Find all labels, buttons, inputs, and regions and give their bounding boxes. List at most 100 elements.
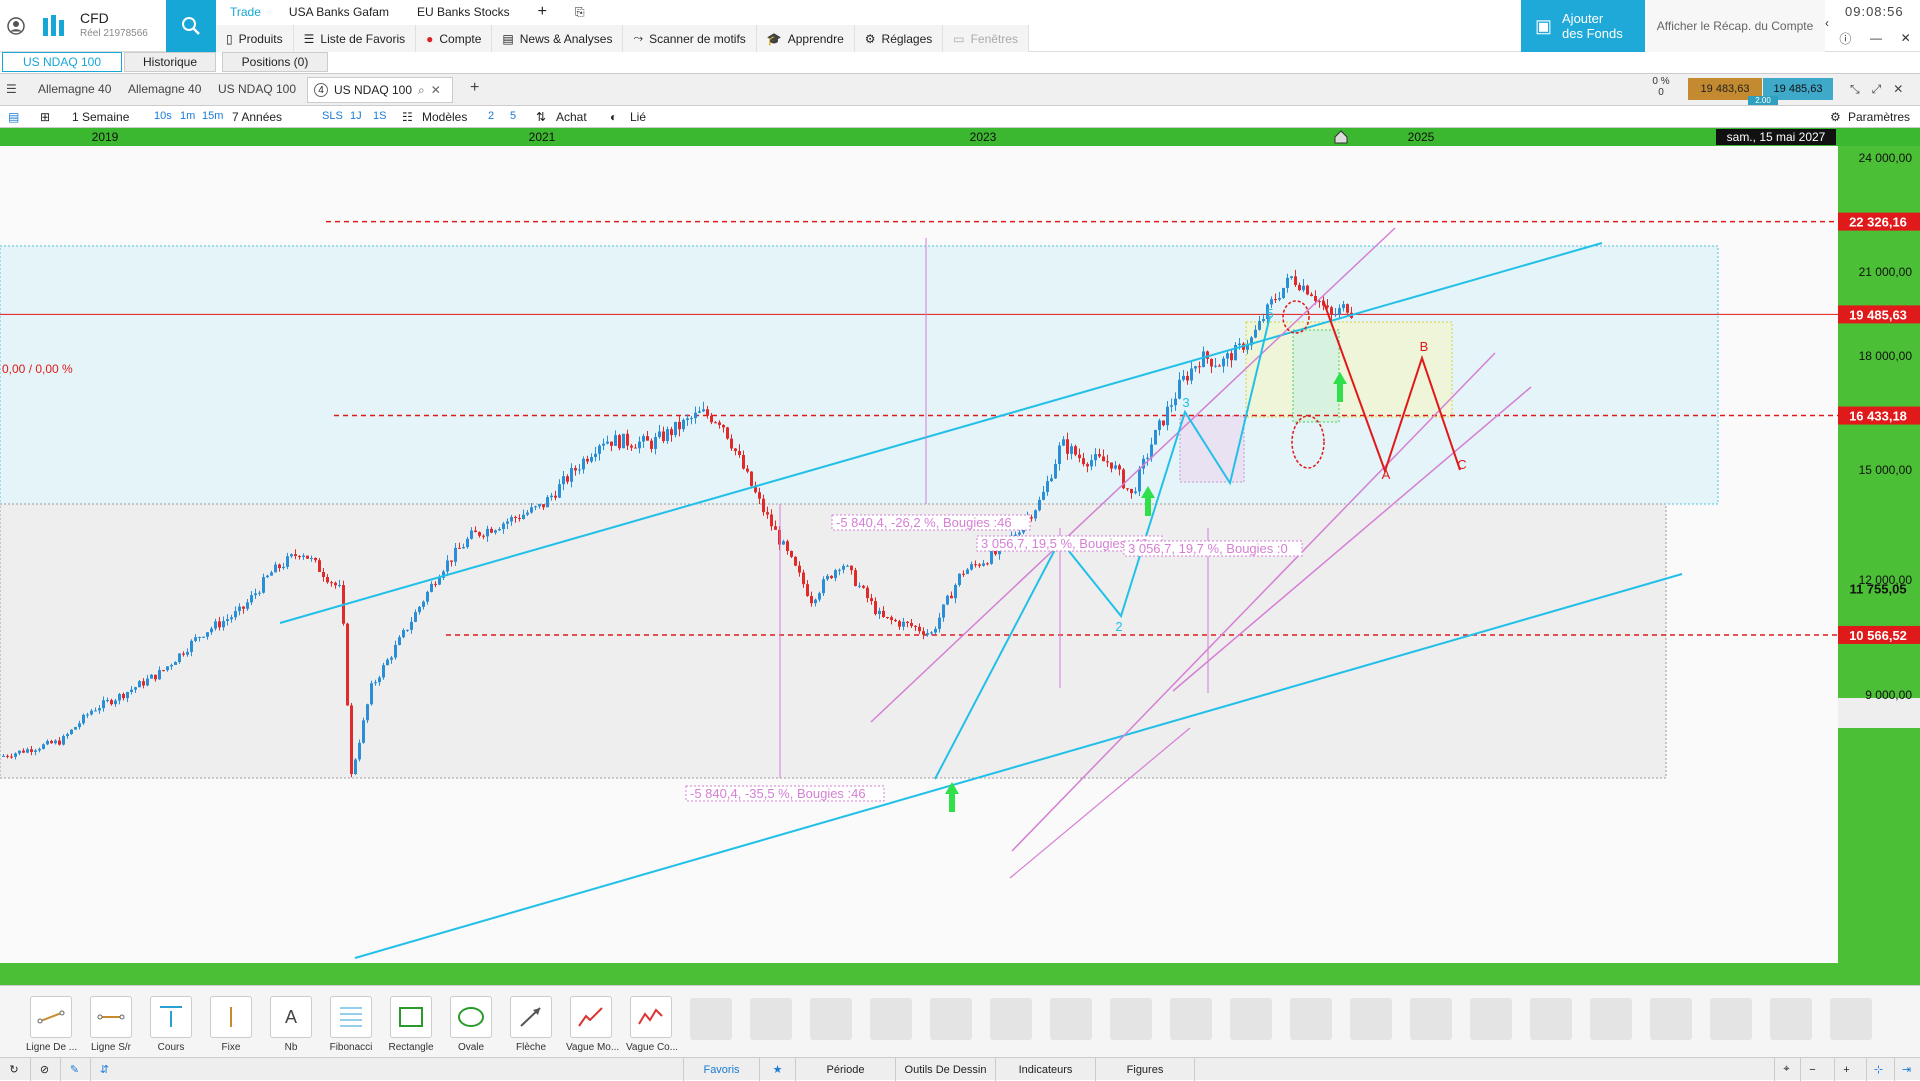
params-button[interactable]: Paramètres bbox=[1848, 110, 1911, 124]
menu-scanner[interactable]: ⤳ Scanner de motifs bbox=[623, 25, 757, 52]
empty-tool-slot[interactable] bbox=[810, 998, 852, 1040]
tab-periode[interactable]: Période bbox=[795, 1058, 895, 1081]
empty-tool-slot[interactable] bbox=[690, 998, 732, 1040]
empty-tool-slot[interactable] bbox=[1050, 998, 1092, 1040]
user-icon[interactable] bbox=[0, 0, 32, 52]
maximize-icon[interactable]: ⤢ bbox=[1871, 82, 1882, 96]
tool-ovale[interactable]: Ovale bbox=[446, 996, 496, 1053]
empty-tool-slot[interactable] bbox=[1830, 998, 1872, 1040]
tool-rectangle[interactable]: Rectangle bbox=[386, 996, 436, 1053]
active-instrument-tab[interactable]: 4 US NDAQ 100 ⌕ ✕ bbox=[307, 77, 453, 103]
sls-button[interactable]: SLS bbox=[322, 110, 343, 122]
tab-us-ndaq[interactable]: US NDAQ 100 bbox=[2, 52, 122, 72]
grid-icon[interactable]: ⊞ bbox=[40, 110, 51, 124]
tab-favoris[interactable]: Favoris bbox=[683, 1058, 759, 1081]
empty-tool-slot[interactable] bbox=[1770, 998, 1812, 1040]
tool-trendline[interactable]: Ligne De ... bbox=[26, 996, 77, 1053]
empty-tool-slot[interactable] bbox=[1230, 998, 1272, 1040]
tab-indicateurs[interactable]: Indicateurs bbox=[995, 1058, 1095, 1081]
models-button[interactable]: Modèles bbox=[422, 110, 468, 124]
models-icon[interactable]: ☷ bbox=[402, 110, 413, 124]
close-icon[interactable]: ✕ bbox=[430, 83, 441, 97]
instrument-tab[interactable]: Allemagne 40 bbox=[38, 82, 112, 96]
linked-button[interactable]: Lié bbox=[630, 110, 647, 124]
pencil-icon[interactable]: ✎ bbox=[60, 1058, 88, 1081]
info-icon[interactable]: ⓘ bbox=[1839, 31, 1852, 46]
empty-tool-slot[interactable] bbox=[990, 998, 1032, 1040]
minimize-icon[interactable]: — bbox=[1869, 31, 1882, 45]
range-select[interactable]: 7 Années bbox=[232, 110, 283, 124]
counter-5[interactable]: 5 bbox=[510, 110, 517, 122]
tool-cours[interactable]: Cours bbox=[146, 996, 196, 1053]
tool-sr-line[interactable]: Ligne S/r bbox=[86, 996, 136, 1053]
scroll-end-icon[interactable]: ⇥ bbox=[1894, 1058, 1918, 1081]
sell-price-button[interactable]: 19 483,63 bbox=[1688, 78, 1762, 100]
close-icon[interactable]: ✕ bbox=[1900, 31, 1911, 45]
account-recap-button[interactable]: Afficher le Récap. du Compte bbox=[1645, 0, 1825, 52]
buy-price-button[interactable]: 19 485,63 bbox=[1763, 78, 1833, 100]
empty-tool-slot[interactable] bbox=[1470, 998, 1512, 1040]
tool-wave-corrective[interactable]: Vague Co... bbox=[626, 996, 678, 1053]
search-icon[interactable]: ⌕ bbox=[418, 82, 425, 97]
empty-tool-slot[interactable] bbox=[1530, 998, 1572, 1040]
tab-historique[interactable]: Historique bbox=[124, 52, 216, 72]
price-chart[interactable]: 2019 2021 2023 2025 sam., 15 mai 2027 24… bbox=[0, 128, 1920, 985]
empty-tool-slot[interactable] bbox=[1410, 998, 1452, 1040]
crosshair-icon[interactable]: ⌖ bbox=[1774, 1058, 1798, 1081]
add-tab-icon[interactable]: + bbox=[537, 3, 547, 20]
instrument-tab[interactable]: Allemagne 40 bbox=[128, 82, 202, 96]
empty-tool-slot[interactable] bbox=[1590, 998, 1632, 1040]
tab-outils[interactable]: Outils De Dessin bbox=[895, 1058, 995, 1081]
fit-icon[interactable]: ⊹ bbox=[1866, 1058, 1890, 1081]
close-icon[interactable]: ✕ bbox=[1893, 82, 1904, 96]
zoom-in-icon[interactable]: + bbox=[1834, 1058, 1858, 1081]
menu-apprendre[interactable]: 🎓 Apprendre bbox=[756, 25, 855, 52]
refresh-icon[interactable]: ↻ bbox=[9, 1064, 19, 1076]
menu-reglages[interactable]: ⚙ Réglages bbox=[854, 25, 944, 52]
search-button[interactable] bbox=[166, 0, 216, 52]
tool-fixe[interactable]: Fixe bbox=[206, 996, 256, 1053]
empty-tool-slot[interactable] bbox=[1350, 998, 1392, 1040]
empty-tool-slot[interactable] bbox=[1710, 998, 1752, 1040]
zoom-out-icon[interactable]: − bbox=[1800, 1058, 1824, 1081]
add-funds-button[interactable]: ▣ Ajouter des Fonds bbox=[1521, 0, 1645, 52]
empty-tool-slot[interactable] bbox=[1650, 998, 1692, 1040]
empty-tool-slot[interactable] bbox=[1170, 998, 1212, 1040]
menu-produits[interactable]: ▯ Produits bbox=[216, 25, 294, 52]
timeframe-15m[interactable]: 15m bbox=[202, 110, 224, 122]
empty-tool-slot[interactable] bbox=[1290, 998, 1332, 1040]
tab-eu-banks-stocks[interactable]: EU Banks Stocks bbox=[416, 5, 510, 19]
buy-button[interactable]: Achat bbox=[556, 110, 587, 124]
menu-news[interactable]: ▤ News & Analyses bbox=[492, 25, 624, 52]
tab-usa-banks-gafam[interactable]: USA Banks Gafam bbox=[288, 5, 389, 19]
tool-wave-motive[interactable]: Vague Mo... bbox=[566, 996, 619, 1053]
tool-fleche[interactable]: Flèche bbox=[506, 996, 556, 1053]
period-select[interactable]: 1 Semaine bbox=[72, 110, 130, 124]
counter-2[interactable]: 2 bbox=[488, 110, 495, 122]
gear-icon[interactable]: ⚙ bbox=[1830, 110, 1841, 124]
timeframe-1s[interactable]: 1S bbox=[373, 110, 387, 122]
timeframe-1j[interactable]: 1J bbox=[350, 110, 362, 122]
empty-tool-slot[interactable] bbox=[930, 998, 972, 1040]
tab-figures[interactable]: Figures bbox=[1095, 1058, 1195, 1081]
timeframe-1m[interactable]: 1m bbox=[180, 110, 196, 122]
layout-icon[interactable]: ▤ bbox=[8, 110, 20, 124]
menu-fenetres[interactable]: ▭ Fenêtres bbox=[943, 25, 1029, 52]
empty-tool-slot[interactable] bbox=[1110, 998, 1152, 1040]
tab-positions[interactable]: Positions (0) bbox=[222, 52, 328, 72]
clear-icon[interactable]: ⊘ bbox=[30, 1058, 58, 1081]
magnet-icon[interactable]: ⇵ bbox=[90, 1058, 118, 1081]
menu-compte[interactable]: ● Compte bbox=[416, 25, 493, 52]
tool-fibonacci[interactable]: Fibonacci bbox=[326, 996, 376, 1053]
pin-icon[interactable]: ⎘ bbox=[575, 4, 585, 19]
menu-icon[interactable]: ☰ bbox=[6, 82, 17, 96]
collapse-icon[interactable]: ⤡ bbox=[1850, 82, 1860, 96]
empty-tool-slot[interactable] bbox=[870, 998, 912, 1040]
empty-tool-slot[interactable] bbox=[750, 998, 792, 1040]
tab-trade[interactable]: Trade bbox=[230, 5, 261, 19]
timeframe-10s[interactable]: 10s bbox=[154, 110, 172, 122]
menu-favoris[interactable]: ☰ Liste de Favoris bbox=[293, 25, 417, 52]
instrument-tab[interactable]: US NDAQ 100 bbox=[218, 82, 297, 96]
star-icon[interactable]: ★ bbox=[759, 1058, 795, 1081]
add-tab-icon[interactable]: + bbox=[470, 79, 480, 96]
